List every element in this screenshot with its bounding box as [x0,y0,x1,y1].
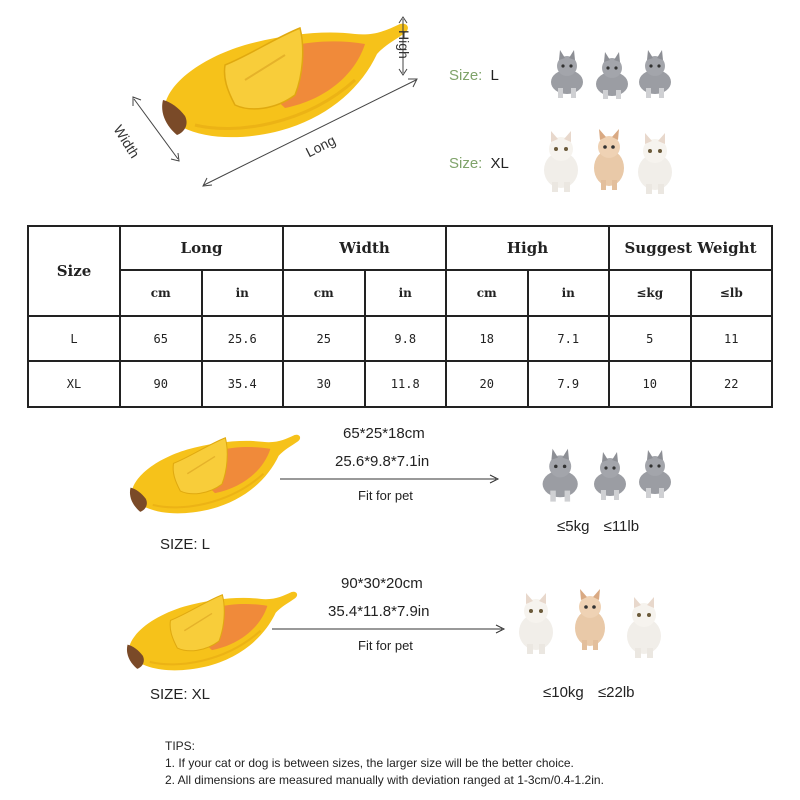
size-xl-key-text: Size: [449,155,483,172]
size-xl-arrow [272,624,506,634]
size-l-weight-lb: ≤11lb [603,518,640,535]
tips-line-2: 2. All dimensions are measured manually … [165,773,604,787]
cats-size-xl-photo [544,129,672,194]
high-label: High [396,30,412,59]
unit-cell: cm [282,269,366,317]
width-header: Width [282,225,447,271]
size-l-label: SIZE: L [160,536,211,553]
size-l-dims-in: 25.6*9.8*7.1in [335,453,430,470]
banana-bed-l-image [128,433,302,515]
size-xl-fit: Fit for pet [358,638,413,653]
size-xl-weight: ≤10kg ≤22lb [543,684,635,701]
size-header: Size [27,225,121,317]
unit-cell: cm [119,269,203,317]
cats-size-l-photo [551,50,671,99]
table-cell: 35.4 [200,360,284,408]
table-row: L 65 25.6 25 9.8 18 7.1 5 11 [27,315,773,362]
tips-block: TIPS: 1. If your cat or dog is between s… [165,738,604,789]
unit-cell: ≤lb [689,269,773,317]
tips-title: TIPS: [165,739,196,753]
size-xl-key: Size: XL [449,155,509,172]
unit-cell: in [200,269,284,317]
table-cell: 5 [608,315,692,362]
unit-cell: in [526,269,610,317]
row-size: XL [27,360,121,408]
table-cell: 11 [689,315,773,362]
weight-header: Suggest Weight [608,225,773,271]
size-l-key-text: Size: [449,67,483,84]
size-l-key: Size: L [449,67,499,84]
table-cell: 25.6 [200,315,284,362]
long-header: Long [119,225,284,271]
cats-l-photo [542,448,671,502]
high-header: High [445,225,610,271]
size-l-arrow [280,474,500,484]
table-cell: 10 [608,360,692,408]
size-l-key-value: L [490,67,499,84]
size-xl-weight-lb: ≤22lb [597,684,635,701]
size-l-weight: ≤5kg ≤11lb [557,518,639,535]
size-xl-key-value: XL [490,155,509,172]
row-size: L [27,315,121,362]
size-xl-dims-in: 35.4*11.8*7.9in [328,603,430,620]
table-cell: 22 [689,360,773,408]
table-cell: 25 [282,315,366,362]
table-header-row: Size Long Width High Suggest Weight [27,225,773,317]
table-cell: 90 [119,360,203,408]
unit-cell: in [363,269,447,317]
width-arrow [132,96,180,162]
table-cell: 11.8 [363,360,447,408]
unit-cell: cm [445,269,529,317]
size-xl-weight-kg: ≤10kg [543,684,584,701]
table-cell: 9.8 [363,315,447,362]
unit-cell: ≤kg [608,269,692,317]
size-table: Size Long Width High Suggest Weight cm i… [27,225,773,408]
table-unit-row: cm in cm in cm in ≤kg ≤lb [28,269,773,317]
tips-line-1: 1. If your cat or dog is between sizes, … [165,756,574,770]
high-arrow [398,16,408,76]
table-cell: 18 [445,315,529,362]
size-l-weight-kg: ≤5kg [557,518,590,535]
size-xl-label: SIZE: XL [150,686,211,703]
long-arrow [202,78,418,187]
size-xl-dims-cm: 90*30*20cm [341,575,423,592]
table-cell: 30 [282,360,366,408]
cats-xl-photo [519,589,661,658]
table-cell: 20 [445,360,529,408]
table-cell: 65 [119,315,203,362]
table-cell: 7.9 [526,360,610,408]
table-row: XL 90 35.4 30 11.8 20 7.9 10 22 [27,360,773,408]
size-l-dims-cm: 65*25*18cm [343,425,425,442]
table-cell: 7.1 [526,315,610,362]
size-l-fit: Fit for pet [358,488,413,503]
